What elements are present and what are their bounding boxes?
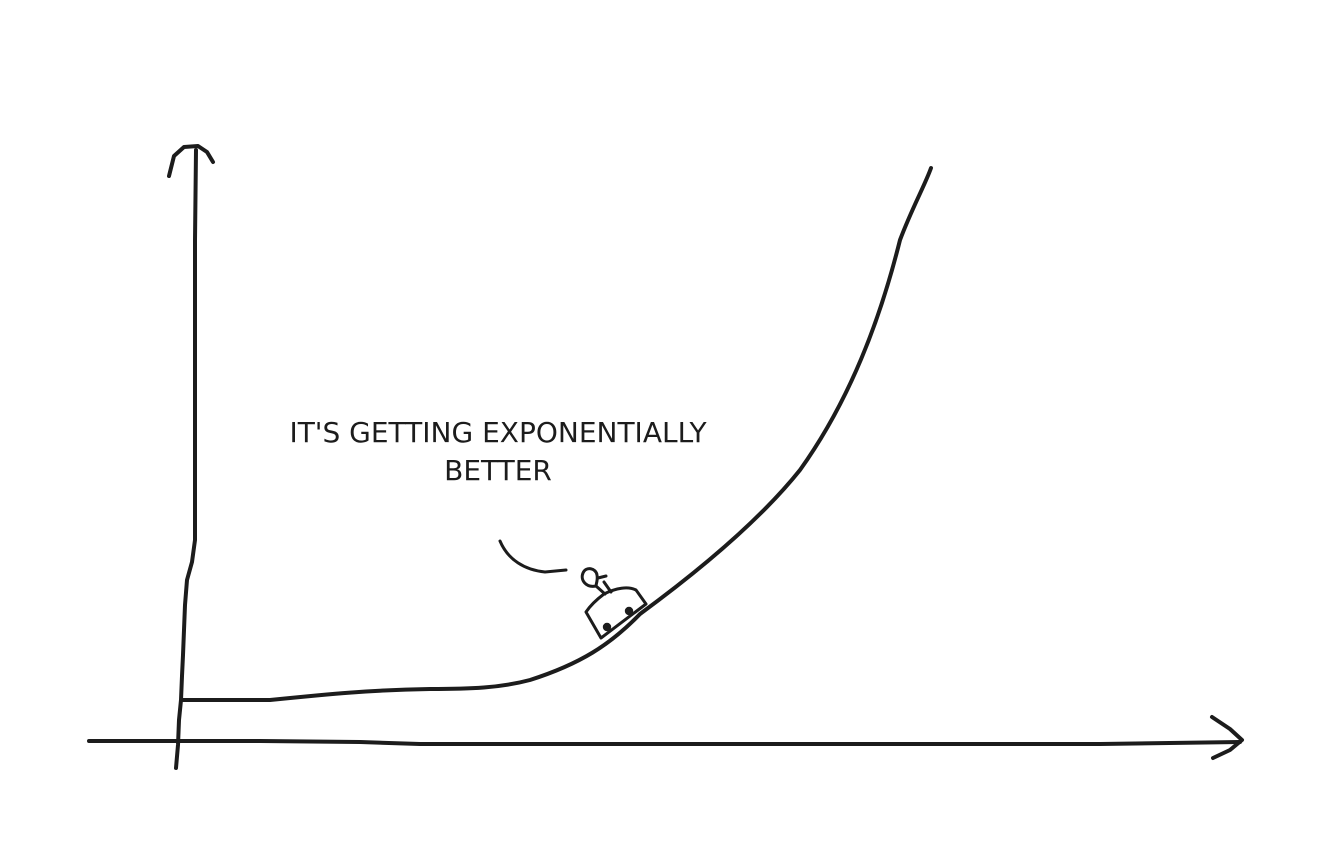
robot-icon <box>580 567 648 640</box>
x-axis-arrowhead <box>1210 715 1244 760</box>
y-axis <box>174 148 198 770</box>
exponential-curve <box>180 166 933 702</box>
caption-line-2: BETTER <box>444 454 552 487</box>
x-axis <box>87 739 1242 746</box>
y-axis-arrowhead <box>167 144 215 178</box>
caption-line-1: IT'S GETTING EXPONENTIALLY <box>289 416 707 449</box>
caption-text: IT'S GETTING EXPONENTIALLY BETTER <box>260 414 736 490</box>
speech-line <box>498 539 568 574</box>
